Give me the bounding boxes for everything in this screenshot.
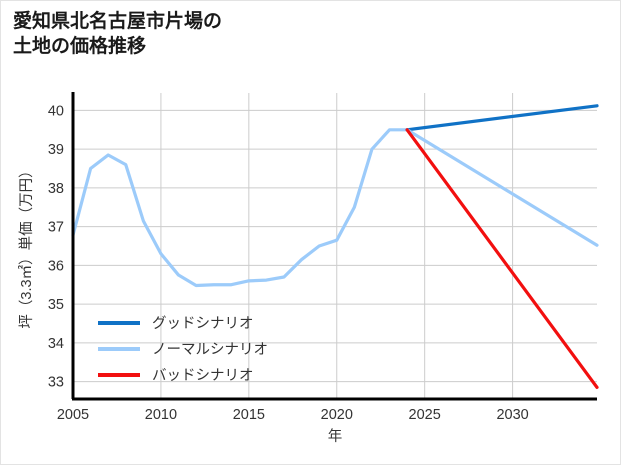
series-line-バッドシナリオ — [405, 128, 599, 389]
y-tick-label: 37 — [48, 220, 64, 236]
series-line-ノーマルシナリオ — [405, 128, 599, 247]
x-tick-label: 2015 — [233, 407, 265, 423]
legend-label-1: ノーマルシナリオ — [152, 342, 268, 358]
x-tick-label: 2020 — [321, 407, 353, 423]
x-axis-title: 年 — [328, 428, 343, 445]
x-tick-label: 2005 — [57, 407, 89, 423]
grid-lines — [73, 93, 597, 399]
data-series-lines — [71, 104, 599, 389]
axis-lines — [71, 92, 597, 401]
y-axis-title: 坪（3.3㎡）単価（万円） — [18, 163, 35, 328]
y-tick-label: 38 — [48, 181, 64, 197]
y-tick-label: 34 — [48, 336, 64, 352]
legend-label-2: バッドシナリオ — [152, 368, 254, 384]
y-tick-label: 39 — [48, 142, 64, 158]
axis-titles: 年 坪（3.3㎡）単価（万円） — [18, 163, 342, 445]
series-line-実績 — [71, 128, 409, 288]
chart-title: 愛知県北名古屋市片場の 土地の価格推移 — [13, 9, 443, 59]
x-tick-label: 2025 — [409, 407, 441, 423]
x-tick-label: 2030 — [496, 407, 528, 423]
chart-title-line-1: 愛知県北名古屋市片場の — [13, 11, 223, 32]
y-tick-label: 40 — [48, 103, 64, 119]
y-tick-label: 35 — [48, 297, 64, 313]
chart-title-line-2: 土地の価格推移 — [13, 36, 147, 57]
y-tick-label: 33 — [48, 375, 64, 391]
x-tick-label: 2010 — [145, 407, 177, 423]
tick-labels: 33 34 35 36 37 38 39 40 2005 2010 2015 2020 2025 2030 — [48, 103, 529, 423]
legend-label-0: グッドシナリオ — [152, 315, 254, 332]
y-tick-label: 36 — [48, 258, 64, 274]
series-line-グッドシナリオ — [405, 104, 599, 132]
